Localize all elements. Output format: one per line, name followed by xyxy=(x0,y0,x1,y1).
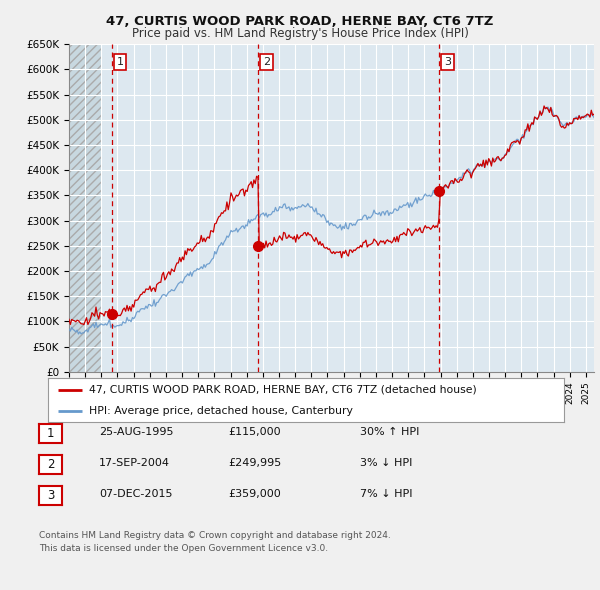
Text: 3: 3 xyxy=(444,57,451,67)
Text: 1: 1 xyxy=(116,57,124,67)
Text: £359,000: £359,000 xyxy=(228,490,281,499)
Text: 25-AUG-1995: 25-AUG-1995 xyxy=(99,427,173,437)
Text: 30% ↑ HPI: 30% ↑ HPI xyxy=(360,427,419,437)
Text: £115,000: £115,000 xyxy=(228,427,281,437)
Text: 7% ↓ HPI: 7% ↓ HPI xyxy=(360,490,413,499)
Text: HPI: Average price, detached house, Canterbury: HPI: Average price, detached house, Cant… xyxy=(89,406,353,416)
Text: 47, CURTIS WOOD PARK ROAD, HERNE BAY, CT6 7TZ (detached house): 47, CURTIS WOOD PARK ROAD, HERNE BAY, CT… xyxy=(89,385,477,395)
Text: £249,995: £249,995 xyxy=(228,458,281,468)
Text: 07-DEC-2015: 07-DEC-2015 xyxy=(99,490,173,499)
Text: 3% ↓ HPI: 3% ↓ HPI xyxy=(360,458,412,468)
Text: 3: 3 xyxy=(47,489,54,502)
Text: Price paid vs. HM Land Registry's House Price Index (HPI): Price paid vs. HM Land Registry's House … xyxy=(131,27,469,40)
Text: Contains HM Land Registry data © Crown copyright and database right 2024.: Contains HM Land Registry data © Crown c… xyxy=(39,531,391,540)
Text: 17-SEP-2004: 17-SEP-2004 xyxy=(99,458,170,468)
Text: 2: 2 xyxy=(263,57,270,67)
Text: 2: 2 xyxy=(47,458,54,471)
Text: This data is licensed under the Open Government Licence v3.0.: This data is licensed under the Open Gov… xyxy=(39,544,328,553)
Text: 1: 1 xyxy=(47,427,54,440)
Bar xyxy=(69,44,101,372)
Text: 47, CURTIS WOOD PARK ROAD, HERNE BAY, CT6 7TZ: 47, CURTIS WOOD PARK ROAD, HERNE BAY, CT… xyxy=(106,15,494,28)
